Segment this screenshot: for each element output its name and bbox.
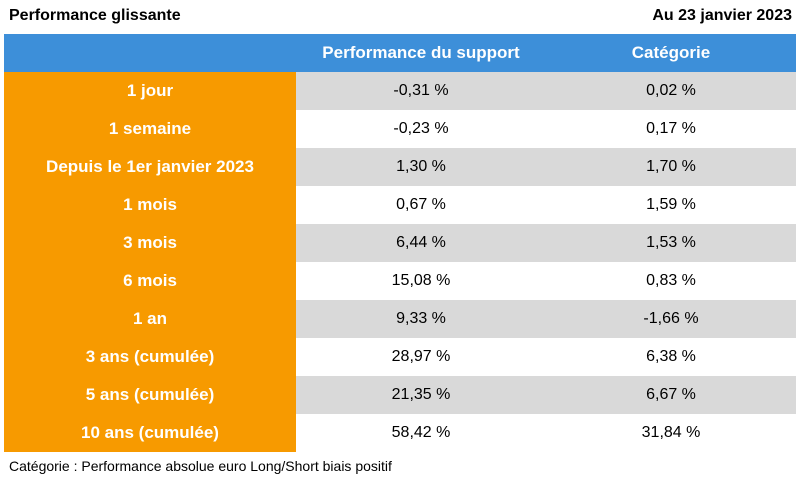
- row-label: 1 jour: [4, 72, 296, 110]
- table-row: 6 mois 15,08 % 0,83 %: [4, 262, 796, 300]
- performance-table: Performance du support Catégorie 1 jour …: [4, 34, 796, 452]
- table-row: 1 semaine -0,23 % 0,17 %: [4, 110, 796, 148]
- row-label: 3 ans (cumulée): [4, 338, 296, 376]
- table-row: 10 ans (cumulée) 58,42 % 31,84 %: [4, 414, 796, 452]
- table-row: 1 jour -0,31 % 0,02 %: [4, 72, 796, 110]
- row-label: 10 ans (cumulée): [4, 414, 296, 452]
- category-value: 31,84 %: [546, 414, 796, 452]
- category-value: 1,59 %: [546, 186, 796, 224]
- row-label: 1 semaine: [4, 110, 296, 148]
- footnote: Catégorie : Performance absolue euro Lon…: [9, 458, 392, 474]
- row-label: 1 an: [4, 300, 296, 338]
- category-value: -1,66 %: [546, 300, 796, 338]
- row-label: Depuis le 1er janvier 2023: [4, 148, 296, 186]
- column-header-support: Performance du support: [296, 34, 546, 72]
- category-value: 6,38 %: [546, 338, 796, 376]
- support-value: 6,44 %: [296, 224, 546, 262]
- table-row: Depuis le 1er janvier 2023 1,30 % 1,70 %: [4, 148, 796, 186]
- table-row: 3 ans (cumulée) 28,97 % 6,38 %: [4, 338, 796, 376]
- table-row: 1 mois 0,67 % 1,59 %: [4, 186, 796, 224]
- as-of-date: Au 23 janvier 2023: [652, 7, 792, 24]
- support-value: 0,67 %: [296, 186, 546, 224]
- support-value: 58,42 %: [296, 414, 546, 452]
- support-value: -0,23 %: [296, 110, 546, 148]
- table-header-row: Performance du support Catégorie: [4, 34, 796, 72]
- support-value: 1,30 %: [296, 148, 546, 186]
- support-value: 15,08 %: [296, 262, 546, 300]
- support-value: 28,97 %: [296, 338, 546, 376]
- row-label: 1 mois: [4, 186, 296, 224]
- row-label: 5 ans (cumulée): [4, 376, 296, 414]
- category-value: 0,83 %: [546, 262, 796, 300]
- category-value: 0,02 %: [546, 72, 796, 110]
- page-title: Performance glissante: [9, 7, 181, 24]
- column-header-category: Catégorie: [546, 34, 796, 72]
- category-value: 1,53 %: [546, 224, 796, 262]
- support-value: -0,31 %: [296, 72, 546, 110]
- category-value: 6,67 %: [546, 376, 796, 414]
- table-row: 1 an 9,33 % -1,66 %: [4, 300, 796, 338]
- title-bar: Performance glissante Au 23 janvier 2023: [0, 0, 802, 32]
- row-label: 3 mois: [4, 224, 296, 262]
- row-label: 6 mois: [4, 262, 296, 300]
- table-row: 5 ans (cumulée) 21,35 % 6,67 %: [4, 376, 796, 414]
- table-row: 3 mois 6,44 % 1,53 %: [4, 224, 796, 262]
- support-value: 21,35 %: [296, 376, 546, 414]
- column-header-period: [4, 34, 296, 72]
- support-value: 9,33 %: [296, 300, 546, 338]
- category-value: 0,17 %: [546, 110, 796, 148]
- category-value: 1,70 %: [546, 148, 796, 186]
